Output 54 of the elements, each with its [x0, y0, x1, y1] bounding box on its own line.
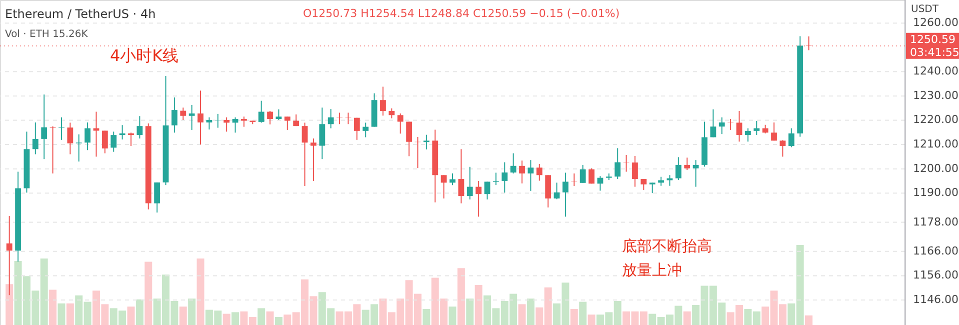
- candlestick: [345, 112, 352, 125]
- bar: [136, 299, 144, 325]
- y-tick-label: 1210.00: [913, 138, 958, 151]
- candlestick: [76, 134, 82, 162]
- y-tick-label: 1230.00: [913, 88, 958, 102]
- bar: [127, 306, 135, 325]
- bar: [232, 312, 240, 325]
- text: Ethereum / TetherUS · 4h: [5, 7, 156, 21]
- bar: [474, 284, 482, 325]
- bar: [66, 303, 74, 325]
- y-tick-label: 1220.00: [913, 113, 958, 126]
- bar: [588, 314, 596, 325]
- bar: [274, 316, 282, 325]
- bar: [6, 284, 14, 325]
- bar: [188, 298, 196, 325]
- annotation: 底部不断抬高: [622, 237, 712, 255]
- y-tick-label: 1260.00: [913, 16, 958, 30]
- bar: [805, 315, 813, 325]
- annotation: 4小时K线: [110, 46, 179, 65]
- y-tick-label: 1178.00: [913, 215, 958, 228]
- annotation: Vol · ETH 15.26K: [5, 29, 88, 40]
- candlestick: [649, 182, 656, 194]
- candlestick: [250, 120, 256, 125]
- ref-line-label: 1250.59 03:41:55: [910, 32, 959, 59]
- bar: [422, 308, 430, 325]
- bar: [222, 314, 230, 325]
- y-tick-label: 1240.00: [913, 64, 958, 78]
- bar: [570, 308, 578, 325]
- bar: [518, 304, 526, 325]
- bar: [266, 311, 274, 325]
- y-tick-label: 1190.00: [913, 186, 958, 200]
- bar: [258, 308, 266, 325]
- bar: [683, 311, 691, 325]
- y-axis-title: USDT: [911, 4, 940, 15]
- bar: [466, 298, 474, 325]
- bar: [457, 268, 465, 325]
- bar: [526, 298, 534, 325]
- candlestick: [571, 172, 578, 187]
- bar: [196, 258, 204, 325]
- bar: [579, 302, 587, 325]
- bar: [448, 306, 456, 325]
- candlestick: [58, 116, 64, 140]
- y-tick-label: 1156.00: [913, 268, 958, 282]
- candlestick: [806, 36, 812, 51]
- bar: [179, 306, 187, 325]
- bar: [58, 303, 66, 325]
- annotation: 放量上冲: [622, 261, 682, 279]
- text: O1250.73 H1254.54 L1248.84 C1250.59 −0.15 (−0.01%): [303, 7, 620, 20]
- bar: [144, 262, 152, 325]
- y-tick-label: 1146.00: [913, 292, 958, 306]
- bar: [49, 290, 57, 325]
- candlestick: [606, 172, 612, 180]
- y-tick-label: 1200.00: [913, 162, 958, 175]
- y-tick-label: 1166.00: [913, 244, 958, 258]
